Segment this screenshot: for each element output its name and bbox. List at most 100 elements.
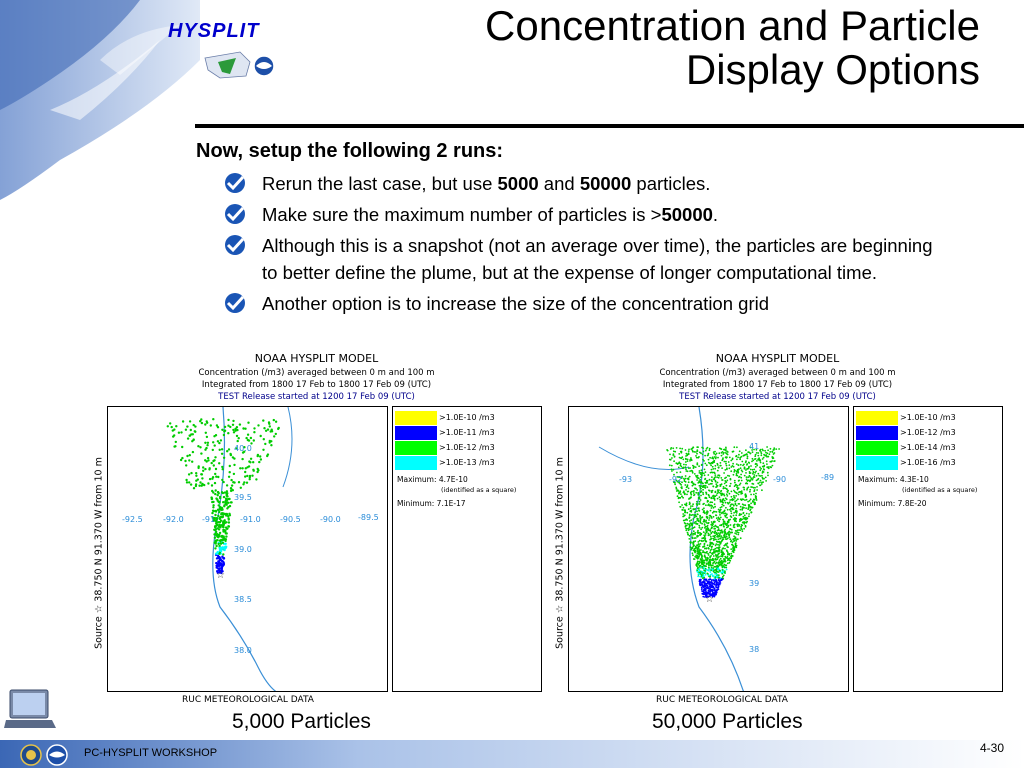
particle-dot	[712, 535, 715, 538]
particle-dot	[715, 514, 718, 517]
particle-dot	[719, 462, 722, 464]
particle-dot	[707, 532, 710, 535]
particle-dot	[719, 518, 721, 521]
particle-dot	[684, 522, 687, 525]
particle-dot	[204, 423, 207, 426]
particle-dot	[701, 453, 704, 456]
particle-dot	[247, 465, 251, 468]
particle-dot	[697, 546, 700, 549]
particle-dot	[186, 437, 190, 440]
particle-dot	[713, 536, 716, 539]
particle-dot	[702, 450, 705, 453]
particle-dot	[212, 464, 215, 467]
plot-subheader: Concentration (/m3) averaged between 0 m…	[198, 368, 435, 378]
particle-dot	[716, 547, 718, 549]
particle-dot	[702, 472, 705, 475]
particle-dot	[714, 480, 717, 483]
particle-dot	[716, 529, 719, 532]
particle-dot	[701, 555, 704, 557]
particle-dot	[699, 543, 702, 545]
bullet-text: Make sure the maximum number of particle…	[262, 204, 662, 225]
particle-dot	[728, 561, 731, 564]
particle-dot	[245, 481, 249, 484]
particle-dot	[179, 458, 183, 462]
particle-dot	[718, 496, 721, 499]
particle-dot	[211, 477, 214, 480]
particle-dot	[217, 556, 220, 560]
particle-dot	[220, 563, 224, 566]
particle-dot	[697, 529, 699, 532]
particle-dot	[723, 520, 726, 523]
particle-dot	[696, 504, 699, 507]
particle-dot	[698, 539, 701, 542]
particle-dot	[191, 460, 194, 463]
particle-dot	[736, 484, 739, 487]
particle-dot	[685, 463, 687, 466]
particle-dot	[697, 456, 700, 459]
particle-dot	[709, 462, 712, 465]
particle-dot	[184, 459, 187, 463]
particle-dot	[712, 564, 714, 566]
slide-title-line2: Display Options	[685, 46, 980, 93]
particle-dot	[735, 483, 737, 486]
particle-dot	[218, 523, 221, 527]
particle-dot	[698, 500, 701, 503]
plot-subheader: Integrated from 1800 17 Feb to 1800 17 F…	[662, 380, 893, 390]
particle-dot	[239, 486, 242, 489]
particle-dot	[738, 450, 741, 453]
particle-dot	[208, 477, 212, 481]
particle-dot	[705, 540, 707, 542]
particle-dot	[744, 493, 747, 495]
particle-dot	[706, 584, 709, 587]
particle-dot	[221, 465, 224, 469]
particle-dot	[714, 530, 717, 533]
particle-dot	[714, 464, 717, 467]
slide-title-line1: Concentration and Particle	[485, 2, 980, 49]
particle-dot	[227, 448, 231, 451]
particle-dot	[249, 436, 253, 440]
particle-dot	[201, 482, 204, 486]
particle-dot	[733, 489, 735, 492]
particle-dot	[704, 547, 706, 550]
particle-dot	[717, 584, 720, 587]
particle-dot	[743, 474, 746, 477]
particle-dot	[708, 496, 711, 499]
particle-dot	[766, 446, 768, 448]
particle-dot	[755, 462, 757, 465]
particle-dot	[720, 549, 723, 552]
particle-dot	[727, 461, 730, 463]
particle-dot	[735, 538, 737, 541]
particle-dot	[691, 537, 694, 540]
particle-dot	[259, 455, 262, 458]
particle-dot	[713, 569, 716, 571]
particle-dot	[696, 463, 699, 466]
particle-dot	[235, 447, 238, 450]
particle-dot	[760, 452, 763, 455]
particle-dot	[754, 471, 757, 474]
particle-dot	[710, 579, 713, 582]
particle-dot	[686, 454, 689, 457]
particle-dot	[219, 439, 223, 442]
particle-dot	[716, 564, 719, 567]
particle-dot	[761, 489, 763, 492]
particle-dot	[708, 559, 711, 561]
particle-dot	[694, 537, 697, 539]
particle-dot	[713, 471, 715, 474]
particle-dot	[731, 541, 734, 544]
particle-dot	[256, 467, 259, 471]
particle-dot	[711, 465, 714, 468]
particle-dot	[219, 519, 223, 522]
particle-dot	[722, 486, 725, 488]
particle-dot	[759, 481, 761, 484]
particle-dot	[697, 557, 700, 559]
legend-label: >1.0E-16 /m3	[900, 458, 956, 467]
particle-dot	[739, 467, 742, 470]
particle-dot	[729, 499, 732, 501]
particle-dot	[753, 468, 756, 471]
particle-dot	[715, 554, 718, 556]
particle-dot	[735, 507, 738, 510]
particle-dot	[723, 571, 726, 574]
particle-dot	[733, 469, 736, 471]
particle-dot	[742, 486, 745, 489]
particle-dot	[710, 590, 713, 592]
